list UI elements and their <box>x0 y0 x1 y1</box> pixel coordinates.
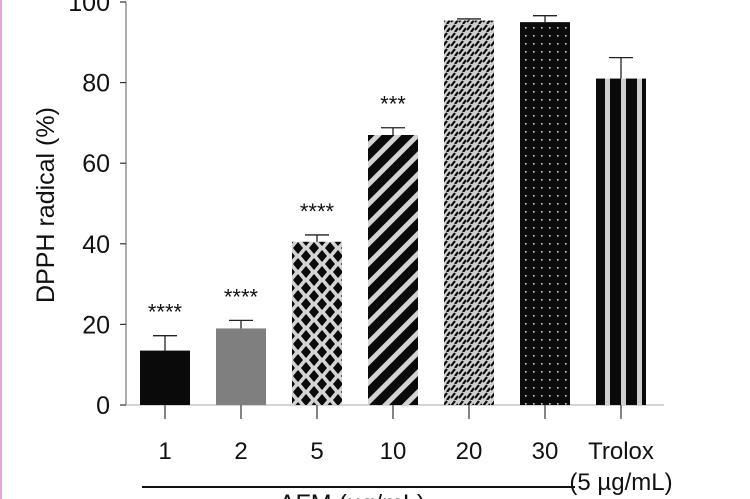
x-tick-label: 20 <box>456 438 483 465</box>
y-tick-label: 20 <box>82 311 110 339</box>
y-tick-label: 80 <box>82 70 110 98</box>
significance-label: **** <box>224 284 259 309</box>
bar-5 <box>292 241 342 405</box>
x-tick-label: 30 <box>532 438 559 465</box>
x-tick-label: 10 <box>380 438 407 465</box>
y-axis-label: DPPH radical (%) <box>32 107 60 303</box>
y-tick-label: 0 <box>96 392 110 420</box>
y-tick-label: 100 <box>68 0 110 17</box>
bar-2 <box>216 328 266 405</box>
x-tick-label: Trolox <box>588 438 654 465</box>
x-tick-sublabel: (5 µg/mL) <box>569 469 672 496</box>
significance-label: **** <box>148 300 183 325</box>
bar-20 <box>444 20 494 406</box>
y-tick-label: 60 <box>82 150 110 178</box>
x-axis-label: AFM (µg/mL) <box>279 490 425 499</box>
bar-10 <box>368 134 418 406</box>
x-tick-label: 2 <box>234 438 247 465</box>
significance-label: *** <box>380 92 406 117</box>
x-tick-label: 1 <box>158 438 171 465</box>
x-tick-label: 5 <box>310 438 323 465</box>
y-tick-label: 40 <box>82 231 110 259</box>
bar-30 <box>520 22 570 406</box>
bar-1 <box>140 350 190 405</box>
bar-trolox <box>596 78 646 405</box>
significance-label: **** <box>300 199 335 224</box>
